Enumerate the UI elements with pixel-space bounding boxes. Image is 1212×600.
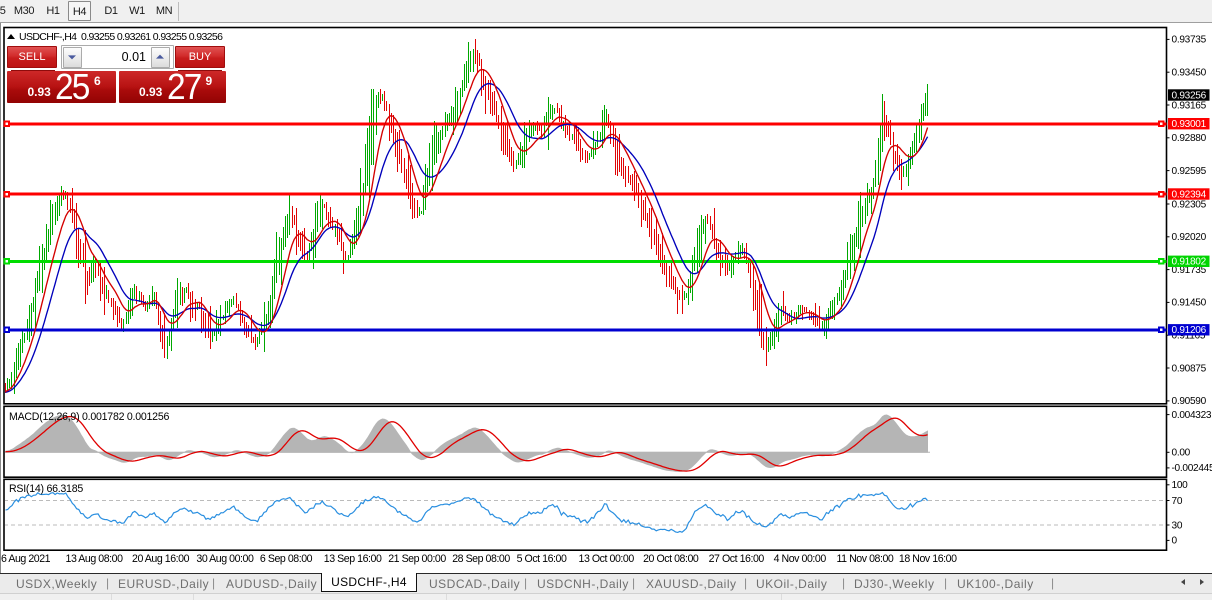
svg-text:0.91802: 0.91802 [1172, 257, 1207, 268]
svg-text:0.92394: 0.92394 [1172, 189, 1207, 200]
svg-text:4 Nov 00:00: 4 Nov 00:00 [774, 553, 827, 565]
svg-text:5 Oct 16:00: 5 Oct 16:00 [517, 553, 567, 565]
svg-text:100: 100 [1172, 480, 1189, 491]
svg-text:0.004323: 0.004323 [1172, 410, 1212, 421]
svg-text:0.92305: 0.92305 [1172, 199, 1207, 210]
svg-text:-0.002445: -0.002445 [1172, 463, 1212, 474]
svg-text:21 Sep 00:00: 21 Sep 00:00 [388, 553, 446, 565]
svg-text:13 Sep 16:00: 13 Sep 16:00 [324, 553, 382, 565]
svg-text:0.91206: 0.91206 [1172, 325, 1207, 336]
svg-text:0.93001: 0.93001 [1172, 119, 1207, 130]
svg-text:0.92020: 0.92020 [1172, 232, 1207, 243]
svg-text:70: 70 [1172, 496, 1183, 507]
svg-text:11 Nov 08:00: 11 Nov 08:00 [837, 553, 894, 565]
svg-text:0.91450: 0.91450 [1172, 298, 1207, 309]
svg-text:18 Nov 16:00: 18 Nov 16:00 [899, 553, 957, 565]
svg-text:0.93256: 0.93256 [1172, 90, 1207, 101]
svg-text:30 Aug 00:00: 30 Aug 00:00 [196, 553, 254, 565]
svg-text:6 Sep 08:00: 6 Sep 08:00 [260, 553, 313, 565]
svg-text:20 Oct 08:00: 20 Oct 08:00 [643, 553, 699, 565]
svg-text:0.91165: 0.91165 [1172, 331, 1206, 342]
svg-text:0.93450: 0.93450 [1172, 68, 1207, 79]
svg-text:0.92880: 0.92880 [1172, 133, 1207, 144]
svg-text:0: 0 [1172, 536, 1178, 547]
svg-text:0.90590: 0.90590 [1172, 396, 1207, 407]
svg-text:RSI(14) 66.3185: RSI(14) 66.3185 [9, 483, 83, 495]
svg-text:0.93735: 0.93735 [1172, 35, 1207, 46]
svg-text:13 Aug 08:00: 13 Aug 08:00 [66, 553, 124, 565]
svg-text:0.00: 0.00 [1172, 448, 1191, 459]
svg-text:20 Aug 16:00: 20 Aug 16:00 [132, 553, 190, 565]
svg-text:30: 30 [1172, 520, 1183, 531]
svg-text:0.93165: 0.93165 [1172, 100, 1207, 111]
svg-text:27 Oct 16:00: 27 Oct 16:00 [709, 553, 765, 565]
svg-text:0.91735: 0.91735 [1172, 265, 1207, 276]
svg-text:6 Aug 2021: 6 Aug 2021 [1, 553, 51, 565]
svg-text:0.92595: 0.92595 [1172, 166, 1207, 177]
svg-text:28 Sep 08:00: 28 Sep 08:00 [452, 553, 510, 565]
svg-text:13 Oct 00:00: 13 Oct 00:00 [579, 553, 635, 565]
svg-text:0.90875: 0.90875 [1172, 363, 1207, 374]
svg-text:MACD(12,26,9) 0.001782 0.00125: MACD(12,26,9) 0.001782 0.001256 [9, 411, 169, 423]
